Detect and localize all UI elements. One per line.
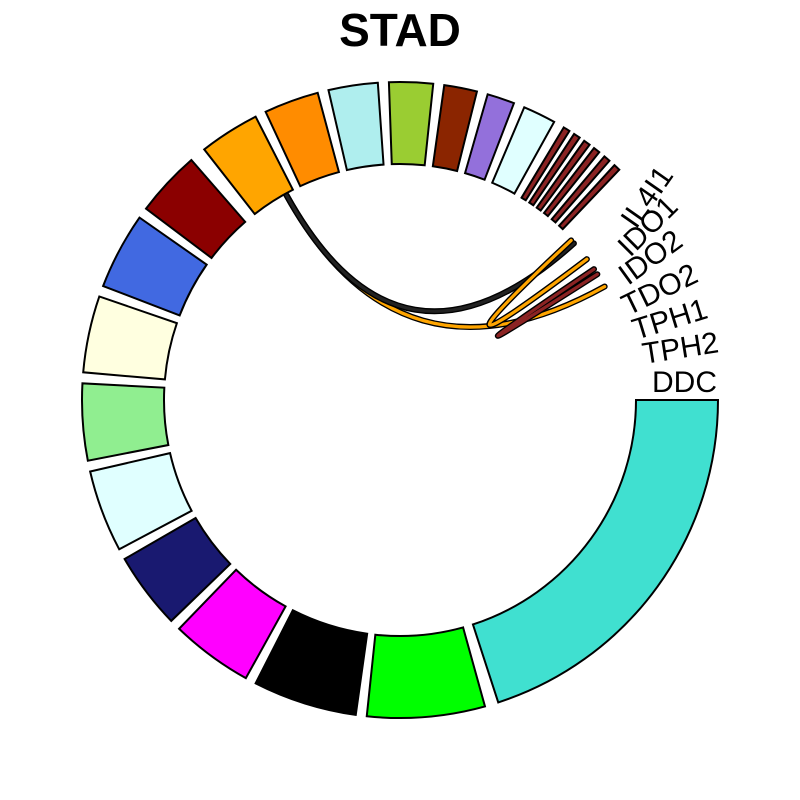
chord-link bbox=[487, 238, 589, 327]
chord-sectors bbox=[81, 81, 720, 719]
chord-links bbox=[283, 192, 608, 339]
chord-link bbox=[496, 267, 599, 338]
sector-10 bbox=[202, 115, 295, 216]
sector-9 bbox=[144, 158, 247, 260]
sector-8 bbox=[101, 216, 209, 317]
sector-14 bbox=[431, 83, 479, 173]
sector-5 bbox=[88, 451, 193, 551]
sector-12 bbox=[327, 81, 385, 172]
sector-16 bbox=[490, 105, 556, 195]
gene-label-ddc: DDC bbox=[652, 366, 717, 399]
sector-tph1 bbox=[550, 154, 611, 224]
sector-ido1 bbox=[527, 132, 582, 207]
sector-13 bbox=[387, 81, 435, 167]
sector-7 bbox=[82, 295, 179, 381]
sector-il4i1 bbox=[520, 126, 571, 202]
sector-6 bbox=[81, 382, 170, 462]
sector-4 bbox=[123, 516, 232, 623]
sector-ido2 bbox=[535, 139, 591, 212]
sector-2 bbox=[254, 608, 369, 717]
sector-1 bbox=[365, 626, 487, 719]
sector-3 bbox=[177, 568, 287, 680]
sector-ddc bbox=[471, 399, 720, 704]
sector-11 bbox=[264, 91, 341, 188]
sector-tph2 bbox=[557, 163, 621, 231]
chord-link-outline bbox=[283, 192, 577, 315]
diagram-title: STAD bbox=[339, 4, 461, 56]
sector-15 bbox=[463, 93, 516, 181]
sector-tdo2 bbox=[542, 146, 601, 218]
